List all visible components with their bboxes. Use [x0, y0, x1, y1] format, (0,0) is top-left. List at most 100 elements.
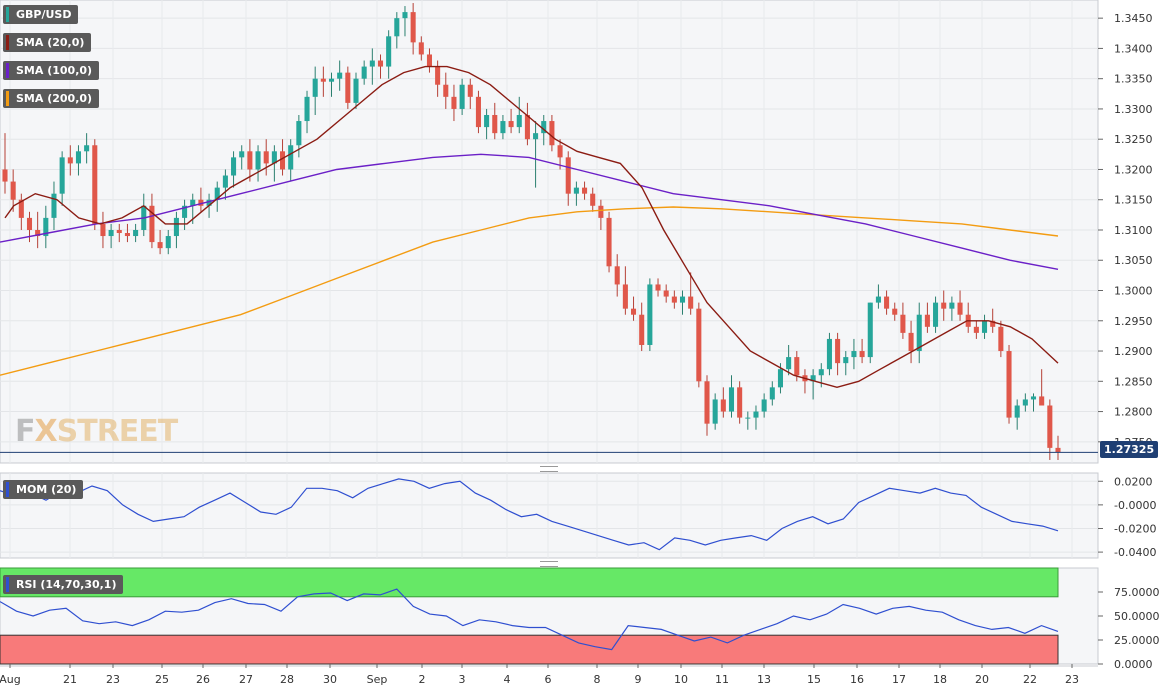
legend-rsi[interactable]: RSI (14,70,30,1) — [3, 575, 124, 594]
candle-body — [957, 302, 963, 315]
candle-body — [851, 351, 857, 358]
price-tick-label: 1.2850 — [1114, 375, 1153, 388]
x-tick-label: 4 — [504, 673, 511, 686]
mom-tick-label: -0.0000 — [1114, 499, 1156, 512]
candle-body — [573, 187, 579, 194]
candle-body — [247, 151, 253, 170]
last-price-tag: 1.27325 — [1100, 441, 1159, 458]
candle-body — [149, 205, 155, 243]
sma20-line — [4, 65, 1059, 389]
candle-body — [124, 233, 130, 237]
candle-body — [51, 193, 57, 218]
candle-body — [696, 308, 702, 382]
candle-body — [769, 387, 775, 400]
pane-resize-handle[interactable] — [540, 466, 558, 472]
candle-body — [582, 187, 588, 194]
candle-body — [353, 78, 359, 103]
candle-body — [639, 314, 645, 345]
candle-body — [843, 357, 849, 364]
x-tick-label: 23 — [1065, 673, 1079, 686]
x-tick-label: 2 — [419, 673, 426, 686]
x-tick-label: 9 — [635, 673, 642, 686]
rsi-line — [0, 588, 1059, 651]
candle-body — [786, 357, 792, 370]
candle-body — [933, 302, 939, 327]
candle-body — [67, 157, 73, 164]
candle-body — [10, 181, 16, 200]
candle-body — [973, 326, 979, 333]
candle-body — [777, 369, 783, 388]
candle-body — [761, 399, 767, 412]
candle-body — [304, 96, 310, 122]
candle-body — [239, 151, 245, 158]
candle-body — [590, 193, 596, 206]
legend-sma200[interactable]: SMA (200,0) — [3, 89, 100, 108]
candle-body — [826, 338, 832, 370]
candle-body — [1006, 351, 1012, 418]
candle-body — [198, 199, 204, 206]
candle-body — [908, 332, 914, 352]
candle-body — [157, 242, 163, 249]
candle-body — [728, 387, 735, 412]
legend-mom[interactable]: MOM (20) — [3, 480, 84, 499]
x-tick-label: 10 — [674, 673, 688, 686]
x-tick-label: 26 — [196, 673, 210, 686]
candle-body — [924, 314, 930, 327]
candle-body — [1030, 396, 1037, 400]
x-tick-label: 22 — [1023, 673, 1037, 686]
price-tick-label: 1.3350 — [1114, 73, 1153, 86]
mom-tick-label: 0.0200 — [1114, 475, 1153, 488]
candle-body — [312, 78, 318, 97]
mom-line — [0, 478, 1059, 551]
candle-body — [222, 175, 228, 188]
candle-body — [500, 121, 506, 134]
x-tick-label: 11 — [715, 673, 729, 686]
candle-body — [606, 217, 612, 267]
x-tick-label: 30 — [323, 673, 337, 686]
candle-body — [59, 157, 65, 194]
legend-swatch — [6, 91, 9, 106]
x-tick-label: 16 — [850, 673, 864, 686]
price-tick-label: 1.2950 — [1114, 315, 1153, 328]
candle-body — [688, 296, 694, 309]
candle-body — [998, 326, 1004, 352]
candle-body — [524, 114, 530, 140]
candle-body — [598, 205, 604, 218]
candle-body — [288, 145, 294, 170]
candle-body — [133, 229, 139, 237]
candle-body — [892, 308, 898, 315]
legend-sma20[interactable]: SMA (20,0) — [3, 33, 92, 52]
pane-resize-handle[interactable] — [540, 561, 558, 567]
candle-body — [1047, 405, 1053, 448]
candle-body — [443, 84, 449, 97]
candle-body — [982, 320, 988, 333]
legend-swatch — [6, 63, 9, 78]
price-tick-label: 1.3400 — [1114, 42, 1153, 55]
candle-body — [100, 223, 106, 237]
mom-tick-label: -0.0400 — [1114, 546, 1156, 559]
candle-body — [377, 60, 384, 67]
candle-body — [949, 302, 955, 309]
price-tick-label: 1.2900 — [1114, 345, 1153, 358]
x-tick-label: 15 — [807, 673, 821, 686]
rsi-tick-label: 50.0000 — [1114, 610, 1160, 623]
candle-body — [271, 151, 277, 164]
rsi-tick-label: 75.0000 — [1114, 586, 1160, 599]
candle-body — [18, 199, 24, 218]
legend-gbpusd[interactable]: GBP/USD — [3, 5, 79, 24]
oversold-zone — [0, 634, 1059, 665]
candle-body — [1014, 405, 1020, 418]
x-tick-label: Aug — [0, 673, 21, 686]
candle-body — [108, 229, 114, 237]
candle-body — [941, 302, 947, 309]
candle-body — [337, 72, 343, 79]
price-tick-label: 1.3300 — [1114, 103, 1153, 116]
legend-sma100[interactable]: SMA (100,0) — [3, 61, 100, 80]
candle-body — [296, 121, 302, 146]
candle-body — [345, 72, 351, 103]
candle-body — [116, 229, 122, 234]
candle-body — [753, 411, 759, 418]
candle-body — [190, 199, 196, 206]
candle-body — [631, 308, 637, 315]
